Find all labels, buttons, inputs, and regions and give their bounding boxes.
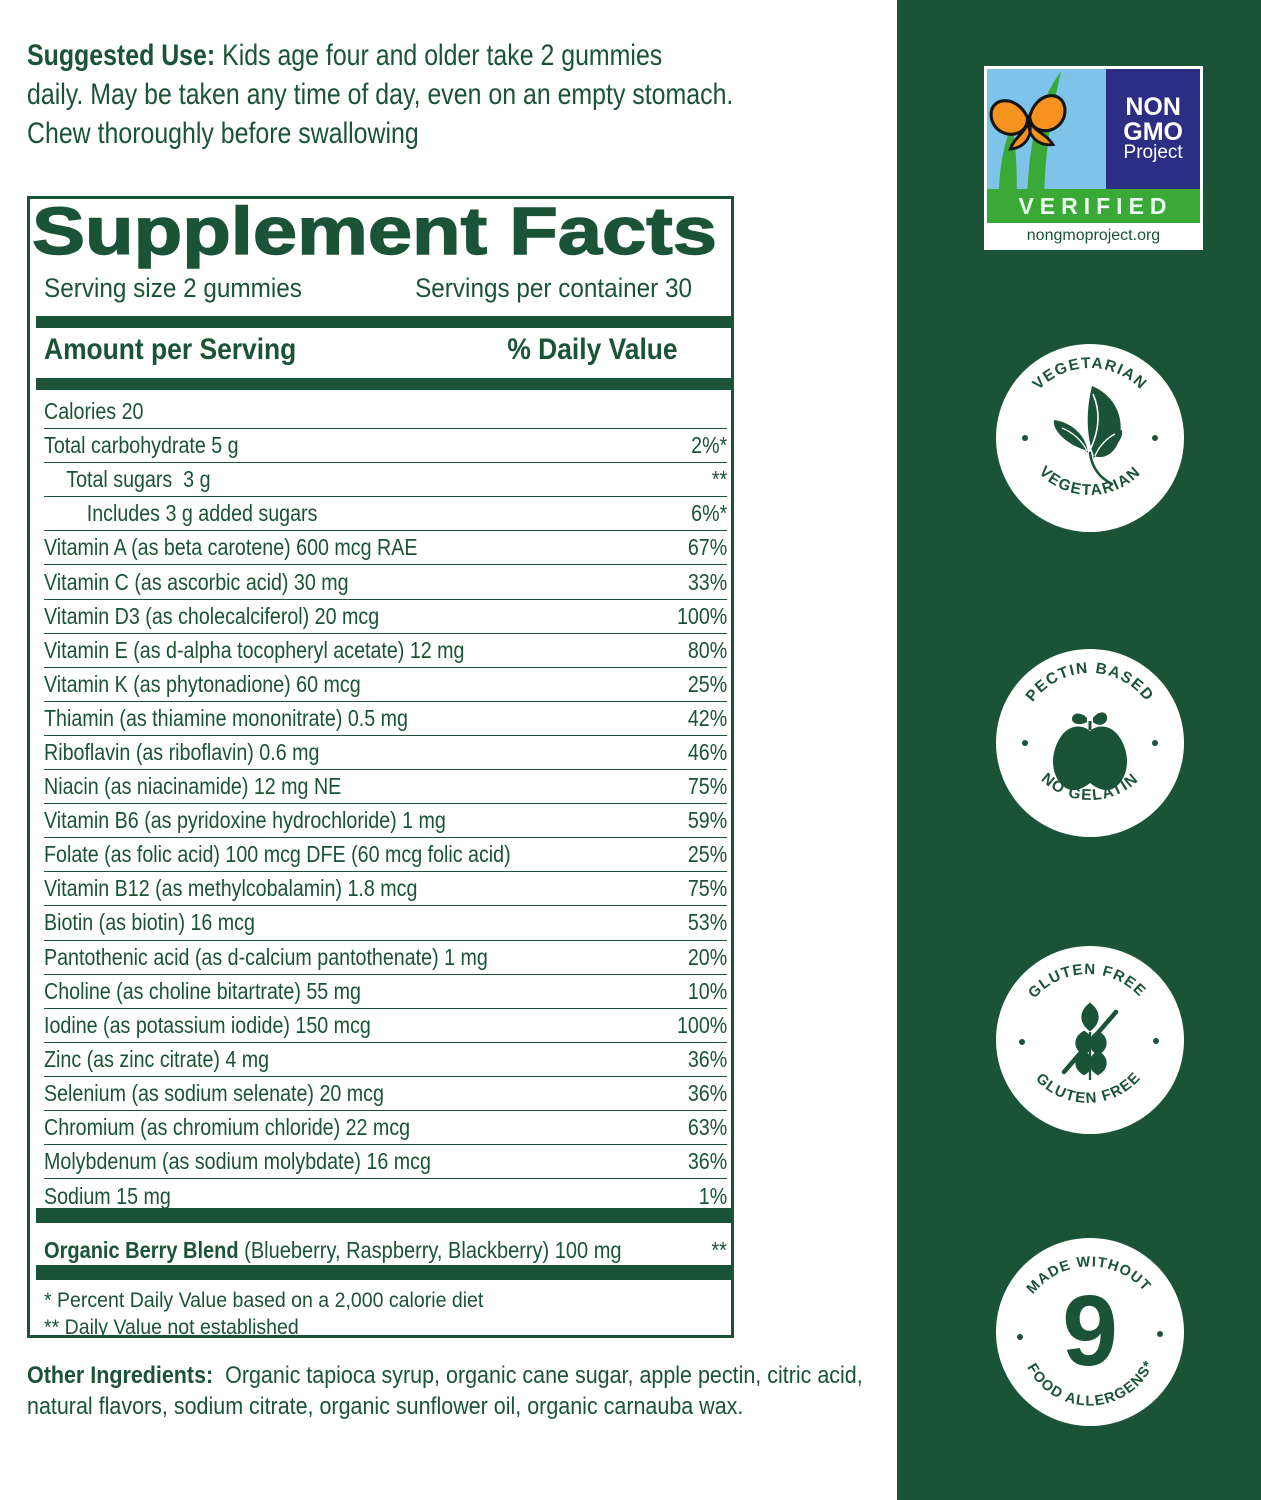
svg-text:9: 9	[1062, 1275, 1118, 1387]
